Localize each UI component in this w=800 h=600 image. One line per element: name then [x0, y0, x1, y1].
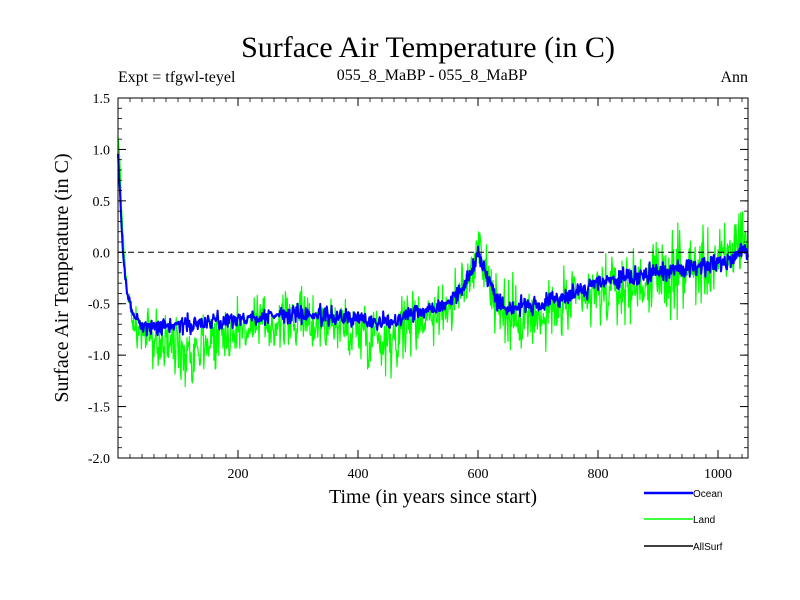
legend-label-land: Land: [693, 515, 715, 526]
x-tick-label: 200: [228, 467, 249, 482]
y-tick-label: 1.5: [93, 92, 111, 107]
series-line-land: [117, 137, 749, 388]
chart-title: Surface Air Temperature (in C): [241, 31, 615, 64]
subtitle-label: 055_8_MaBP - 055_8_MaBP: [337, 67, 528, 84]
y-tick-label: -1.5: [88, 401, 110, 416]
experiment-label: Expt = tfgwl-teyel: [118, 69, 236, 86]
x-tick-label: 600: [468, 467, 489, 482]
period-label: Ann: [720, 69, 748, 86]
x-tick-label: 1000: [704, 467, 732, 482]
axes-layer: -2.0 -1.5 -1.0 -0.5 0.0 0.5 1.0 1.5 200 400 600 800…: [88, 92, 749, 482]
y-tick-label: -2.0: [88, 452, 110, 467]
y-tick-label: -1.0: [88, 349, 110, 364]
series-line-ocean: [117, 153, 749, 337]
y-tick-label: 0.5: [93, 195, 111, 210]
series-layer: [117, 137, 749, 388]
x-tick-label: 400: [348, 467, 369, 482]
x-tick-label: 800: [588, 467, 609, 482]
legend-label-allsurf: AllSurf: [693, 542, 723, 553]
y-axis-label: Surface Air Temperature (in C): [51, 153, 73, 402]
legend: Ocean Land AllSurf: [644, 489, 723, 553]
x-axis-label: Time (in years since start): [329, 486, 537, 508]
y-tick-label: 0.0: [93, 246, 111, 261]
plot-frame: [117, 97, 749, 459]
legend-label-ocean: Ocean: [693, 489, 722, 500]
y-tick-label: 1.0: [93, 143, 111, 158]
y-tick-label: -0.5: [88, 298, 110, 313]
